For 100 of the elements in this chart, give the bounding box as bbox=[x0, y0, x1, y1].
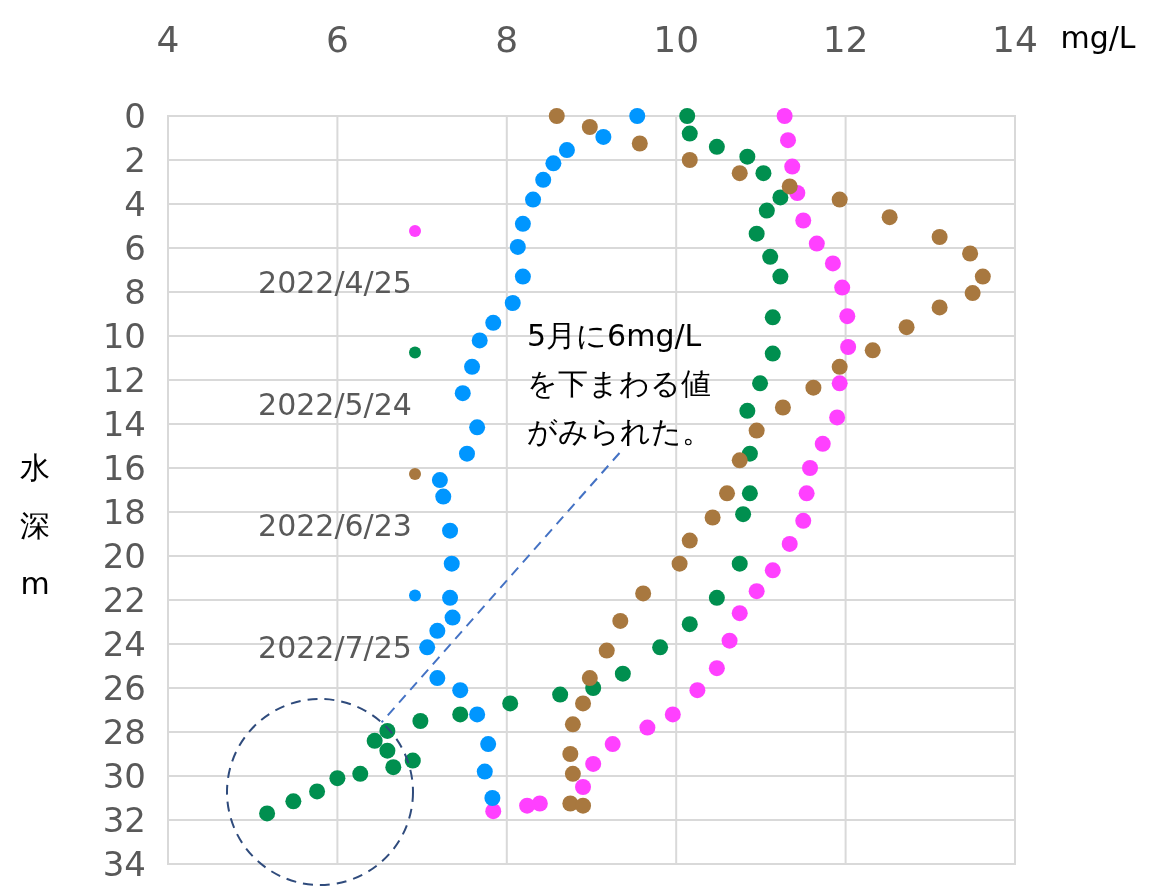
point bbox=[429, 670, 446, 687]
point bbox=[502, 695, 519, 712]
point bbox=[931, 229, 948, 245]
point bbox=[379, 742, 396, 759]
point bbox=[366, 732, 383, 749]
point bbox=[309, 783, 326, 800]
point bbox=[898, 319, 915, 336]
y-tick-label: 2 bbox=[124, 140, 146, 180]
point bbox=[881, 209, 898, 226]
point bbox=[721, 632, 738, 649]
point bbox=[802, 460, 819, 476]
point bbox=[831, 358, 848, 375]
point bbox=[708, 589, 725, 606]
point bbox=[764, 562, 781, 579]
point bbox=[564, 716, 581, 733]
legend-label: 2022/7/25 bbox=[258, 629, 412, 665]
x-axis-title: mg/L bbox=[1060, 20, 1136, 55]
y-tick-label: 34 bbox=[102, 844, 146, 884]
point bbox=[464, 358, 481, 375]
point bbox=[476, 763, 493, 780]
point bbox=[458, 445, 475, 462]
point bbox=[469, 706, 486, 723]
point bbox=[452, 682, 469, 699]
point bbox=[429, 622, 446, 639]
point bbox=[681, 616, 698, 633]
y-tick-label: 8 bbox=[124, 272, 146, 312]
point bbox=[795, 212, 812, 229]
point bbox=[831, 375, 848, 392]
point bbox=[509, 238, 526, 255]
legend-label: 2022/4/25 bbox=[258, 265, 412, 300]
point bbox=[329, 770, 346, 787]
point bbox=[452, 706, 469, 723]
point bbox=[772, 268, 789, 285]
point bbox=[454, 385, 471, 402]
x-tick-label: 6 bbox=[325, 19, 349, 60]
point bbox=[614, 665, 631, 682]
y-tick-label: 10 bbox=[102, 316, 146, 356]
point bbox=[548, 108, 565, 124]
point bbox=[485, 803, 502, 820]
point bbox=[708, 660, 725, 677]
point bbox=[931, 299, 948, 316]
point bbox=[635, 585, 652, 602]
x-tick-label: 14 bbox=[992, 19, 1038, 60]
point bbox=[704, 509, 721, 526]
point bbox=[652, 639, 669, 656]
point bbox=[735, 506, 752, 523]
point bbox=[412, 713, 429, 729]
point bbox=[808, 235, 825, 252]
point bbox=[480, 736, 497, 753]
point bbox=[575, 797, 592, 814]
point bbox=[564, 765, 581, 782]
point bbox=[419, 639, 436, 656]
point bbox=[664, 706, 681, 723]
point bbox=[681, 152, 698, 168]
point bbox=[431, 472, 448, 489]
y-tick-label: 14 bbox=[102, 404, 146, 444]
legend-label: 2022/6/23 bbox=[258, 508, 412, 543]
point bbox=[814, 435, 831, 452]
y-tick-label: 4 bbox=[124, 184, 146, 224]
point bbox=[795, 512, 812, 529]
point bbox=[708, 138, 725, 155]
point bbox=[435, 488, 452, 505]
point bbox=[575, 779, 592, 795]
point bbox=[772, 189, 789, 206]
point bbox=[974, 268, 991, 285]
point bbox=[504, 295, 521, 311]
y-tick-label: 16 bbox=[102, 448, 146, 488]
point bbox=[864, 342, 881, 359]
point bbox=[629, 108, 646, 124]
point bbox=[352, 765, 369, 782]
point bbox=[774, 399, 791, 416]
annotation: 5月に6mg/Lを下まわる値がみられた。 bbox=[527, 318, 712, 449]
point bbox=[731, 165, 748, 182]
x-tick-label: 8 bbox=[495, 19, 519, 60]
point bbox=[681, 532, 698, 549]
point bbox=[758, 202, 775, 219]
point bbox=[595, 128, 612, 145]
legend-label: 2022/5/24 bbox=[258, 386, 412, 422]
point bbox=[585, 755, 602, 772]
point bbox=[784, 158, 801, 175]
point bbox=[604, 736, 621, 753]
point bbox=[485, 314, 502, 331]
point bbox=[404, 752, 421, 769]
point bbox=[831, 191, 848, 208]
point bbox=[962, 245, 979, 262]
y-tick-label: 26 bbox=[102, 668, 146, 708]
point bbox=[764, 345, 781, 362]
x-tick-label: 10 bbox=[653, 19, 700, 60]
point bbox=[552, 686, 569, 703]
point bbox=[631, 135, 648, 152]
point bbox=[731, 555, 748, 572]
point bbox=[259, 805, 276, 822]
x-tick-label: 4 bbox=[156, 19, 180, 60]
point bbox=[444, 609, 461, 626]
point bbox=[834, 279, 851, 296]
point bbox=[581, 670, 598, 687]
point bbox=[514, 268, 531, 285]
y-tick-label: 0 bbox=[124, 96, 146, 136]
point bbox=[824, 255, 841, 272]
point bbox=[598, 642, 615, 659]
